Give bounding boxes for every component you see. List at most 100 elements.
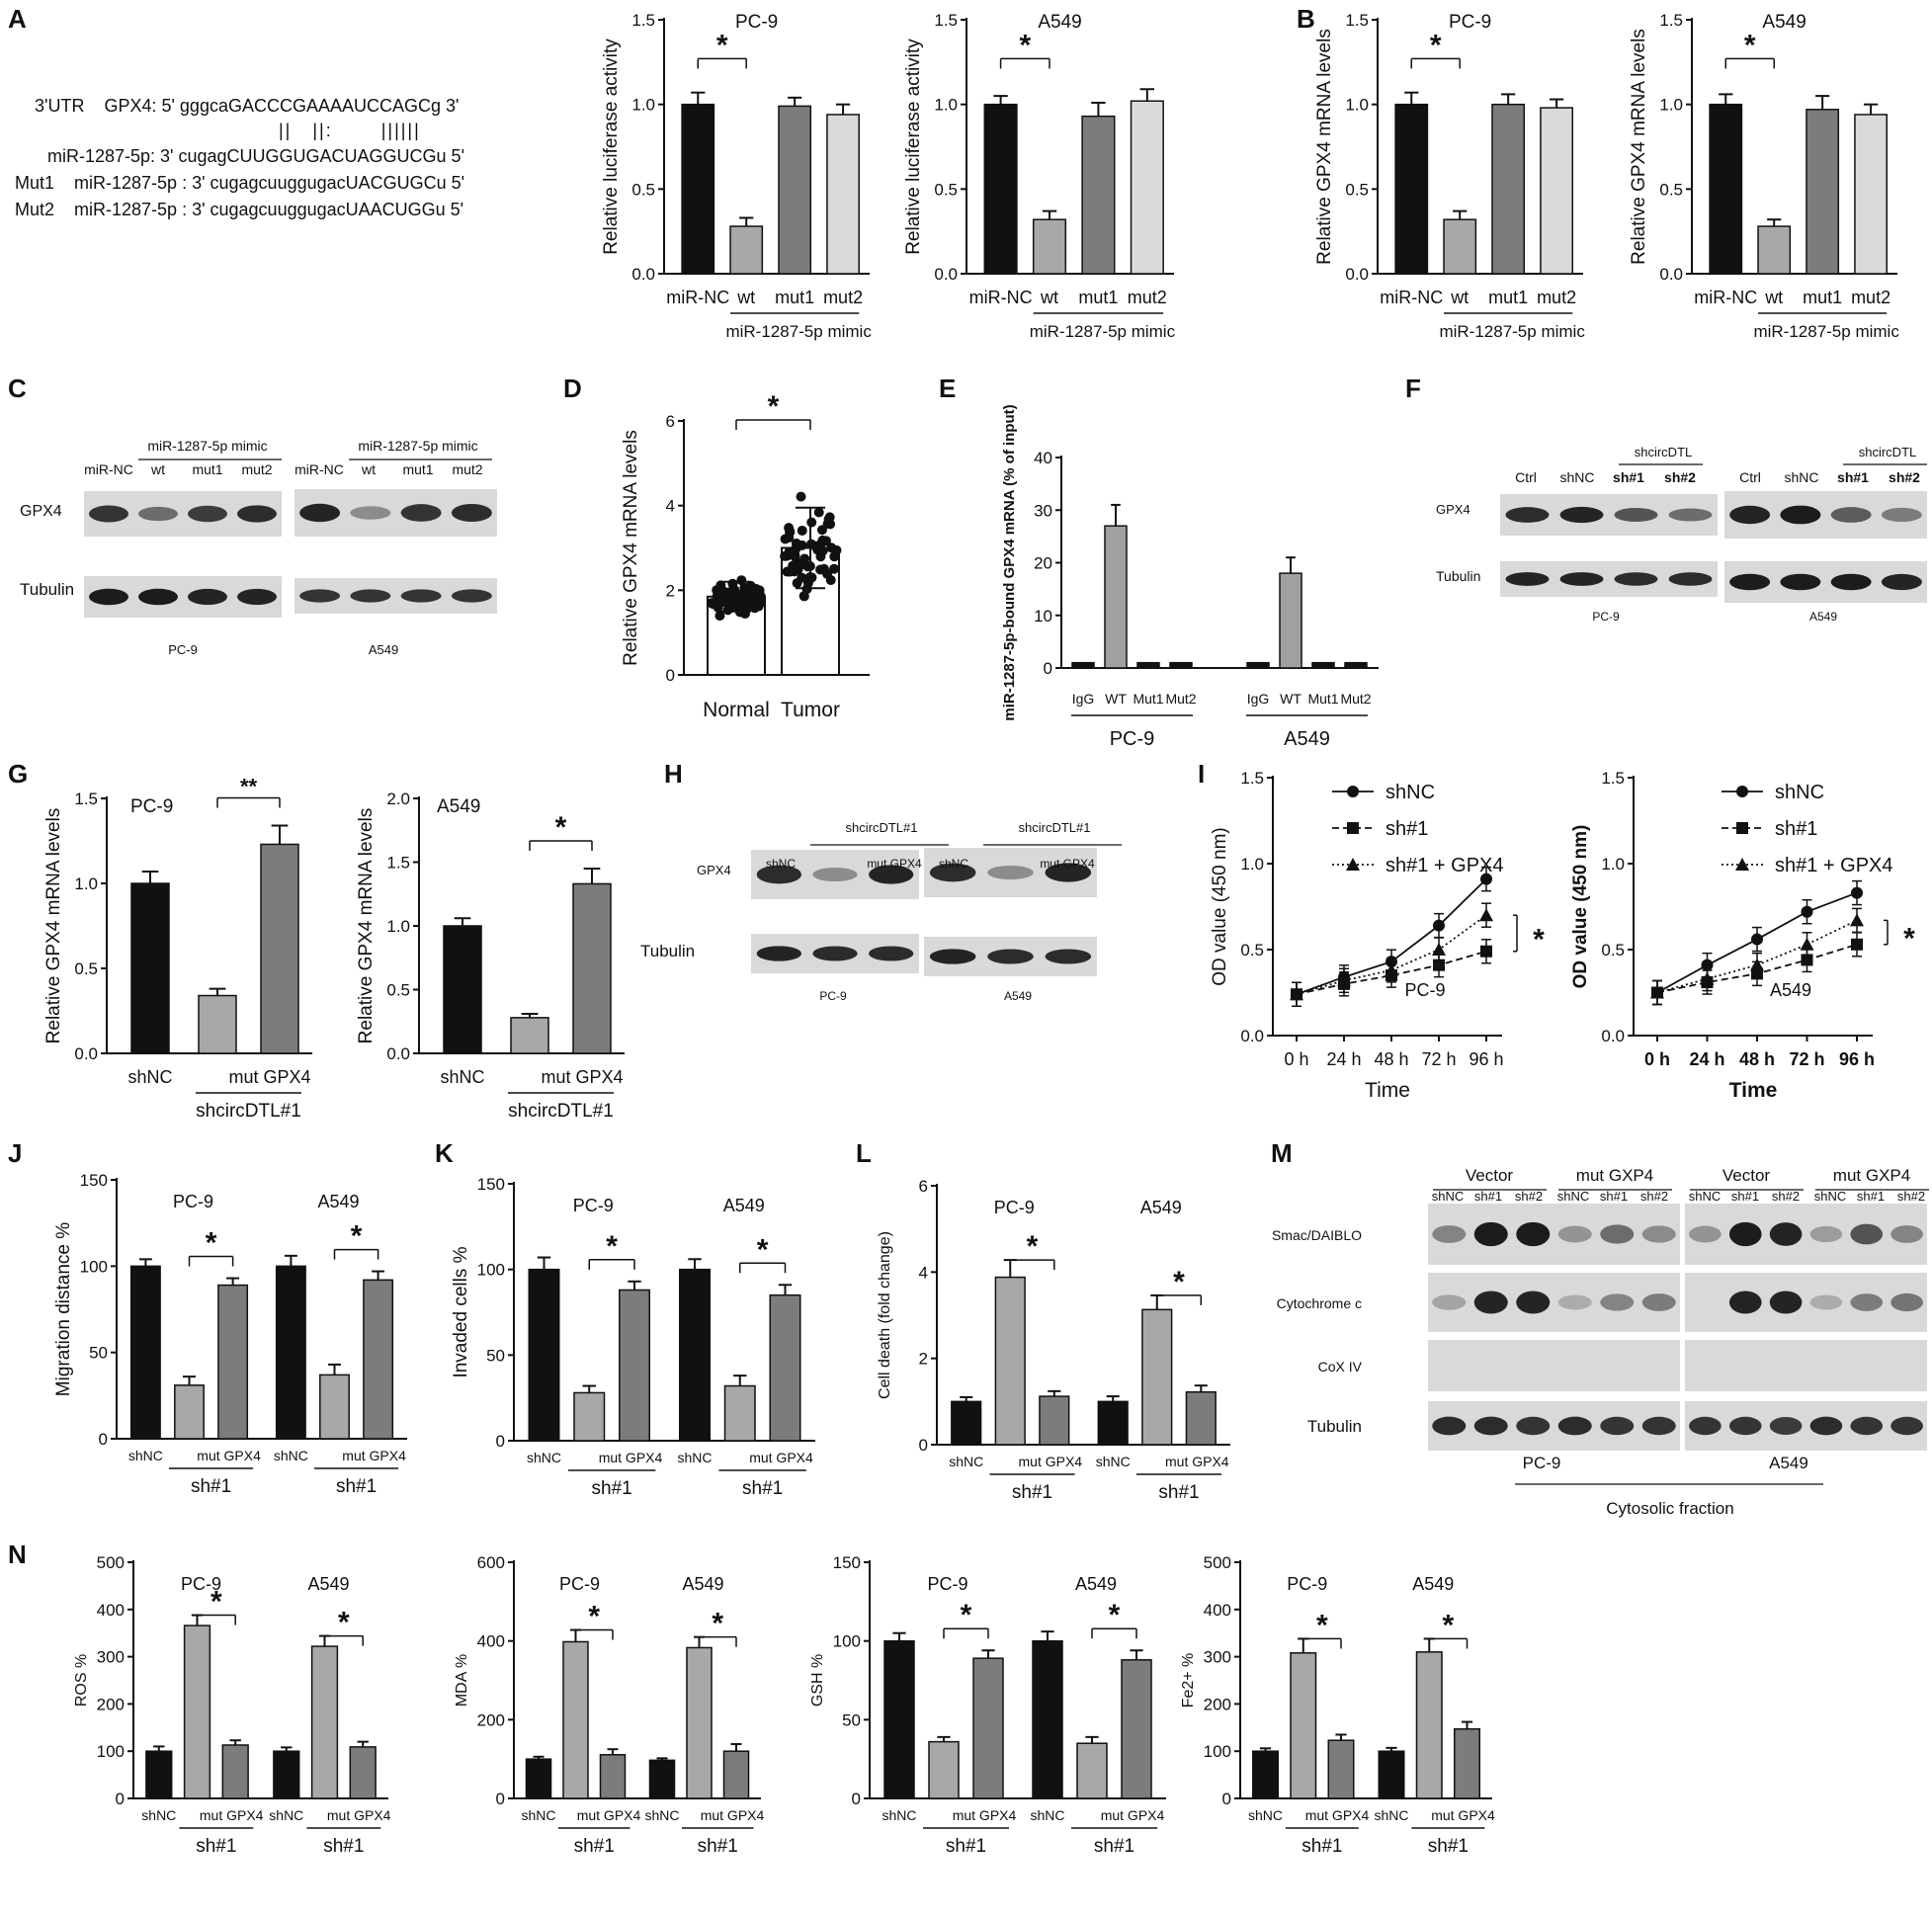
- bar: [528, 1268, 560, 1442]
- bar: [145, 1750, 173, 1799]
- y-axis-label: Fe2+ %: [1180, 1653, 1197, 1709]
- group-label: shcircDTL: [1635, 445, 1693, 459]
- y-axis-label: Migration distance %: [53, 1222, 74, 1396]
- x-tick-label: 48 h: [1739, 1049, 1775, 1069]
- y-axis-label: Invaded cells %: [451, 1246, 471, 1377]
- blot-band: [237, 505, 277, 523]
- y-tick-label: 1.0: [1659, 96, 1683, 115]
- cell-line-label: A549: [369, 642, 398, 657]
- x-category-label: shNC: [127, 1067, 172, 1087]
- y-tick-label: 0: [1044, 659, 1052, 678]
- blot-band: [1689, 1225, 1722, 1243]
- y-tick-label: 1.5: [1659, 11, 1683, 30]
- blot-membrane: [1428, 1204, 1680, 1265]
- blot-band: [237, 588, 277, 606]
- lane-label: sh#2: [1640, 1189, 1668, 1204]
- group-label: sh#1: [191, 1476, 231, 1497]
- group-title: A549: [1412, 1574, 1454, 1594]
- bar: [525, 1758, 552, 1799]
- blot-band: [1559, 506, 1604, 524]
- blot-membrane: [1428, 1340, 1680, 1391]
- significance-mark: *: [1173, 1266, 1185, 1298]
- chart-title: A549: [1762, 12, 1806, 33]
- bar: [174, 1384, 205, 1440]
- x-tick-label: 96 h: [1839, 1049, 1875, 1069]
- blot-band: [1729, 505, 1771, 525]
- blot-band: [1830, 573, 1872, 591]
- chart-title: PC-9: [735, 12, 778, 33]
- group-title: PC-9: [559, 1574, 600, 1594]
- significance-mark: *: [1109, 1599, 1121, 1631]
- group-label: sh#1: [323, 1836, 364, 1857]
- bar: [1141, 1308, 1173, 1446]
- x-tick-label: 24 h: [1326, 1049, 1361, 1069]
- bar: [273, 1750, 300, 1799]
- x-category-label: mut GPX4: [200, 1807, 264, 1823]
- y-tick-label: 0: [666, 666, 675, 685]
- blot-band: [1432, 1225, 1467, 1243]
- row-label: Tubulin: [640, 942, 695, 960]
- row-label: CoX IV: [1318, 1359, 1363, 1375]
- bar: [349, 1746, 377, 1799]
- significance-mark: *: [210, 1586, 222, 1619]
- blot-band: [1473, 1416, 1508, 1436]
- lane-label: sh#2: [1897, 1189, 1925, 1204]
- data-point: [742, 586, 753, 597]
- marker-square: [1851, 938, 1863, 951]
- bar: [1097, 1400, 1129, 1446]
- legend-marker: [1736, 822, 1748, 834]
- group-label: sh#1: [336, 1476, 377, 1497]
- blot-band: [1809, 1294, 1843, 1310]
- group-label: sh#1: [1428, 1836, 1469, 1857]
- x-category-label: shNC: [949, 1454, 983, 1469]
- group-label: shcircDTL#1: [196, 1101, 301, 1122]
- marker-triangle: [1290, 987, 1303, 1001]
- blot-band: [1557, 1225, 1592, 1243]
- blot-band: [869, 865, 914, 884]
- significance-mark: *: [961, 1599, 972, 1631]
- group-label: sh#1: [698, 1836, 738, 1857]
- bar: [1757, 225, 1792, 275]
- bar: [1032, 218, 1067, 275]
- blot-band: [1809, 1225, 1843, 1243]
- y-axis-label: Relative luciferase activity: [903, 39, 924, 255]
- significance-mark: *: [768, 390, 780, 423]
- group-label: miR-1287-5p mimic: [1439, 322, 1585, 341]
- lane-label: shNC: [939, 857, 968, 871]
- bar: [573, 1391, 606, 1442]
- blot-band: [1689, 1416, 1722, 1436]
- significance-mark: *: [757, 1233, 769, 1266]
- blot-band: [451, 589, 492, 603]
- group-label: miR-1287-5p mimic: [1030, 322, 1176, 341]
- cell-line-label: A549: [1809, 610, 1837, 624]
- x-category-label: mut GPX4: [228, 1067, 310, 1087]
- y-tick-label: 1.0: [74, 875, 98, 893]
- y-tick-label: 0: [99, 1430, 108, 1449]
- x-category-label: shNC: [644, 1807, 679, 1823]
- panel-letter-b: B: [1297, 4, 1315, 34]
- bar: [130, 882, 170, 1054]
- y-axis-label: Relative GPX4 mRNA levels: [43, 808, 64, 1044]
- data-point: [797, 525, 807, 536]
- marker-circle: [1801, 905, 1813, 918]
- bar: [1806, 109, 1840, 275]
- bar: [1246, 661, 1270, 669]
- y-tick-label: 0.5: [934, 180, 958, 199]
- marker-triangle: [1337, 973, 1351, 987]
- y-tick-label: 0.5: [631, 180, 655, 199]
- blot-membrane: [1428, 1273, 1680, 1332]
- x-category-label: shNC: [882, 1807, 916, 1823]
- y-tick-label: 30: [1034, 501, 1052, 520]
- group-label: miR-1287-5p mimic: [147, 438, 267, 454]
- x-category-label: mut GPX4: [1165, 1454, 1229, 1469]
- cell-line-label: PC-9: [819, 989, 847, 1003]
- bar: [951, 1400, 982, 1446]
- y-axis-label: OD value (450 nm): [1570, 825, 1591, 989]
- blot-band: [89, 505, 128, 523]
- bar: [1415, 1651, 1443, 1799]
- bar: [681, 103, 715, 275]
- bar: [1540, 107, 1573, 275]
- y-tick-label: 0.0: [1601, 1027, 1625, 1045]
- x-category-label: mut1: [1488, 288, 1528, 307]
- blot-band: [1830, 507, 1872, 523]
